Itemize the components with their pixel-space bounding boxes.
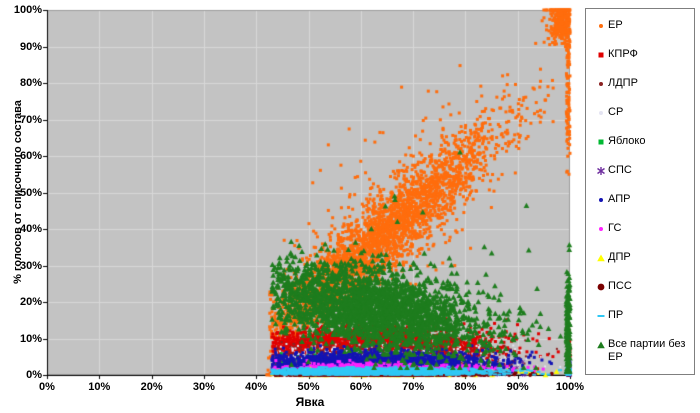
square-marker-icon xyxy=(594,137,608,147)
x-tick-label: 100% xyxy=(555,381,585,393)
x-tick-label: 60% xyxy=(349,381,372,393)
legend-item: ЕР xyxy=(594,19,688,32)
square-marker-icon xyxy=(594,50,608,60)
legend-item: СПС xyxy=(594,164,688,177)
dot-marker-icon xyxy=(594,195,608,205)
legend-label: СПС xyxy=(608,164,632,176)
triangle-marker-icon xyxy=(594,253,608,263)
legend-item: СР xyxy=(594,106,688,119)
y-tick-label: 20% xyxy=(19,296,42,308)
legend-item: ДПР xyxy=(594,251,688,264)
legend-label: ГС xyxy=(608,222,622,234)
y-tick-label: 10% xyxy=(19,332,42,345)
legend-item: КПРФ xyxy=(594,48,688,61)
dot-marker-icon xyxy=(594,21,608,31)
dot-marker-icon xyxy=(594,224,608,234)
legend-label: КПРФ xyxy=(608,48,638,60)
legend-label: ЕР xyxy=(608,19,623,31)
x-tick-label: 50% xyxy=(297,381,320,393)
dash-marker-icon xyxy=(594,311,608,321)
legend-label: ДПР xyxy=(608,251,631,263)
x-tick-label: 0% xyxy=(39,381,55,393)
legend-item: ПСС xyxy=(594,280,688,293)
legend-item: Яблоко xyxy=(594,135,688,148)
legend-label: ПР xyxy=(608,309,624,321)
x-tick-label: 10% xyxy=(88,381,111,393)
legend-label: АПР xyxy=(608,193,631,205)
legend: ЕР КПРФ ЛДПР СР Яблоко СПС АПР ГС ДПР ПСС ПР Все па… xyxy=(585,8,695,375)
triangle-marker-icon xyxy=(594,340,608,350)
dot-marker-icon xyxy=(594,79,608,89)
legend-label: Яблоко xyxy=(608,135,646,147)
x-tick-label: 40% xyxy=(245,381,268,393)
y-tick-label: 60% xyxy=(19,150,42,162)
y-tick-label: 80% xyxy=(19,77,42,89)
legend-item: ПР xyxy=(594,309,688,322)
x-tick-label: 70% xyxy=(402,381,425,393)
y-tick-label: 50% xyxy=(19,186,42,199)
y-tick-label: 100% xyxy=(13,4,42,16)
dot-marker-icon xyxy=(594,108,608,118)
x-tick-label: 80% xyxy=(454,381,477,393)
x-tick-label: 20% xyxy=(140,381,163,393)
legend-label: СР xyxy=(608,106,624,118)
legend-item: Все партии без ЕР xyxy=(594,338,688,364)
legend-item: ГС xyxy=(594,222,688,235)
legend-item: АПР xyxy=(594,193,688,206)
y-tick-label: 40% xyxy=(19,223,42,235)
legend-label: ПСС xyxy=(608,280,632,292)
y-tick-label: 30% xyxy=(19,259,42,272)
x-tick-label: 90% xyxy=(506,381,529,393)
x-tick-label: 30% xyxy=(192,381,215,393)
asterisk-marker-icon xyxy=(594,166,608,176)
legend-label: ЛДПР xyxy=(608,77,638,89)
circle-marker-icon xyxy=(594,282,608,292)
x-axis-title: Явка xyxy=(295,395,325,409)
y-tick-label: 90% xyxy=(19,40,42,53)
y-tick-label: 0% xyxy=(26,369,42,381)
legend-item: ЛДПР xyxy=(594,77,688,90)
y-tick-label: 70% xyxy=(19,113,42,126)
legend-label: Все партии без ЕР xyxy=(608,338,686,363)
